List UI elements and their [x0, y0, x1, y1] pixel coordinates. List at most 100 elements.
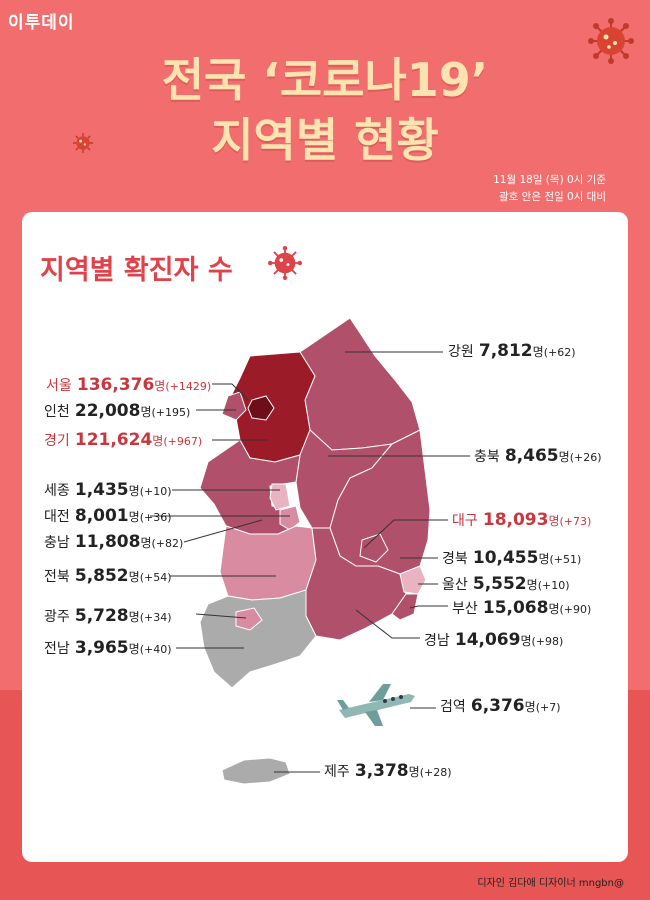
region-change: (+98)	[531, 635, 564, 648]
region-name: 경남	[424, 633, 450, 649]
region-name: 인천	[44, 404, 70, 420]
region-unit: 명	[548, 602, 560, 616]
region-label: 울산 5,552명(+10)	[442, 573, 569, 597]
region-name: 충남	[44, 535, 70, 551]
virus-icon	[268, 246, 302, 280]
region-jeonbuk	[219, 525, 317, 601]
virus-icon	[588, 18, 634, 64]
page-title-line2: 지역별 현황	[211, 113, 439, 167]
region-name: 제주	[324, 764, 350, 780]
region-count: 15,068	[482, 598, 549, 618]
region-name: 광주	[44, 609, 70, 625]
region-jeonnam	[199, 589, 317, 689]
region-label: 세종 1,435명(+10)	[44, 479, 171, 503]
region-label: 경남 14,069명(+98)	[424, 629, 563, 653]
region-count: 11,808	[74, 532, 141, 552]
region-unit: 명	[128, 570, 140, 584]
region-label: 경기 121,624명(+967)	[44, 429, 202, 453]
region-label: 광주 5,728명(+34)	[44, 605, 171, 629]
region-label: 충남 11,808명(+82)	[44, 531, 183, 555]
date-note: 11월 18일 (목) 0시 기준	[493, 174, 606, 186]
region-incheon	[221, 391, 247, 421]
region-count: 18,093	[482, 510, 549, 530]
region-count: 1,435	[74, 480, 129, 500]
region-daegu	[359, 533, 389, 563]
airplane-icon	[337, 684, 415, 726]
region-unit: 명	[128, 610, 140, 624]
region-change: (+10)	[139, 485, 172, 498]
region-change: (+90)	[559, 603, 592, 616]
region-unit: 명	[548, 514, 560, 528]
region-label: 강원 7,812명(+62)	[448, 340, 575, 364]
region-unit: 명	[408, 765, 420, 779]
region-name: 강원	[448, 344, 474, 360]
region-ulsan	[399, 565, 427, 595]
region-label: 인천 22,008명(+195)	[44, 400, 190, 424]
region-unit: 명	[532, 345, 544, 359]
region-unit: 명	[128, 642, 140, 656]
region-label: 제주 3,378명(+28)	[324, 760, 451, 784]
region-label: 전남 3,965명(+40)	[44, 637, 171, 661]
region-change: (+82)	[151, 537, 184, 550]
region-change: (+10)	[537, 579, 570, 592]
region-unit: 명	[558, 450, 570, 464]
region-change: (+62)	[543, 346, 576, 359]
section-title: 지역별 확진자 수	[40, 255, 233, 286]
region-name: 서울	[46, 378, 72, 394]
region-unit: 명	[128, 484, 140, 498]
region-change: (+195)	[151, 406, 191, 419]
region-unit: 명	[140, 536, 152, 550]
region-unit: 명	[154, 379, 166, 393]
virus-icon	[72, 132, 94, 154]
region-change: (+51)	[549, 553, 582, 566]
region-count: 14,069	[454, 630, 521, 650]
region-count: 5,552	[472, 574, 527, 594]
region-count: 136,376	[76, 375, 155, 395]
region-gwangju	[235, 607, 263, 631]
region-change: (+1429)	[165, 380, 212, 393]
region-count: 6,376	[470, 696, 525, 716]
region-name: 대구	[452, 513, 478, 529]
region-name: 검역	[440, 699, 466, 715]
region-count: 10,455	[472, 548, 539, 568]
region-name: 전북	[44, 569, 70, 585]
region-count: 22,008	[74, 401, 141, 421]
region-label: 부산 15,068명(+90)	[452, 597, 591, 621]
region-unit: 명	[526, 578, 538, 592]
region-label: 대전 8,001명(+36)	[44, 505, 171, 529]
region-name: 충북	[474, 449, 500, 465]
region-change: (+40)	[139, 643, 172, 656]
region-count: 5,852	[74, 566, 129, 586]
region-label: 전북 5,852명(+54)	[44, 565, 171, 589]
region-count: 3,378	[354, 761, 409, 781]
region-change: (+54)	[139, 571, 172, 584]
region-count: 7,812	[478, 341, 533, 361]
region-change: (+34)	[139, 611, 172, 624]
region-label: 검역 6,376명(+7)	[440, 695, 561, 719]
region-count: 3,965	[74, 638, 129, 658]
logo: 이투데이	[8, 13, 75, 33]
region-name: 부산	[452, 601, 478, 617]
region-name: 경기	[44, 433, 70, 449]
region-change: (+28)	[419, 766, 452, 779]
region-seoul	[247, 395, 275, 421]
region-count: 121,624	[74, 430, 153, 450]
region-name: 세종	[44, 483, 70, 499]
region-unit: 명	[152, 434, 164, 448]
region-change: (+36)	[139, 511, 172, 524]
region-name: 경북	[442, 551, 468, 567]
region-gangwon	[299, 317, 421, 451]
region-count: 5,728	[74, 606, 129, 626]
region-busan	[391, 593, 419, 621]
region-label: 대구 18,093명(+73)	[452, 509, 591, 533]
region-change: (+7)	[535, 701, 561, 714]
region-unit: 명	[524, 700, 536, 714]
credit-footer: 디자인 김다애 디자이너 mngbn@	[477, 878, 624, 889]
region-label: 서울 136,376명(+1429)	[46, 374, 211, 398]
region-unit: 명	[128, 510, 140, 524]
region-unit: 명	[538, 552, 550, 566]
region-unit: 명	[140, 405, 152, 419]
region-label: 충북 8,465명(+26)	[474, 445, 601, 469]
region-label: 경북 10,455명(+51)	[442, 547, 581, 571]
